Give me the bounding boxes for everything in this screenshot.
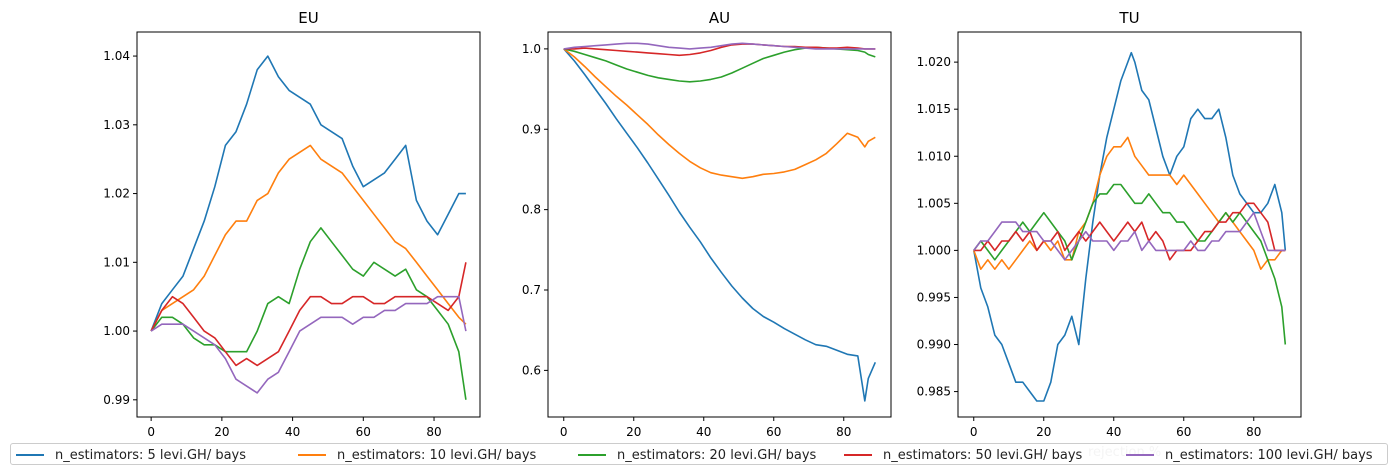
legend-item-50: n_estimators: 50 levi.GH/ bays bbox=[844, 446, 1082, 464]
subplot-tu: TU 0 20 40 60 80 0.985 0.990 0.995 1.000 1.005 1.01… bbox=[917, 9, 1302, 439]
y-tick-label: 0.99 bbox=[103, 393, 130, 407]
y-tick-label: 1.0 bbox=[522, 42, 541, 56]
series-line-n-estimators-50-levi-gh-bays bbox=[150, 262, 467, 367]
x-tick-label: 20 bbox=[1036, 425, 1051, 439]
y-tick-label: 1.010 bbox=[917, 149, 951, 163]
y-tick-label: 1.005 bbox=[917, 196, 951, 210]
y-tick-label: 1.03 bbox=[103, 118, 130, 132]
x-tick-label: 60 bbox=[1176, 425, 1191, 439]
x-tick-label: 40 bbox=[285, 425, 300, 439]
legend-swatch bbox=[578, 454, 606, 456]
series-line-n-estimators-100-levi-gh-bays bbox=[973, 211, 1286, 261]
y-tick-label: 0.985 bbox=[917, 385, 951, 399]
series-line-n-estimators-20-levi-gh-bays bbox=[563, 46, 876, 83]
legend-swatch bbox=[298, 454, 326, 456]
x-tick-label: 80 bbox=[836, 425, 851, 439]
legend-label: n_estimators: 50 levi.GH/ bays bbox=[883, 447, 1083, 463]
y-tick-label: 1.04 bbox=[103, 49, 130, 63]
series-line-n-estimators-10-levi-gh-bays bbox=[150, 144, 467, 332]
x-tick-label: 40 bbox=[696, 425, 711, 439]
series-line-n-estimators-10-levi-gh-bays bbox=[563, 48, 876, 180]
x-tick-label: 20 bbox=[626, 425, 641, 439]
series-line-n-estimators-5-levi-gh-bays bbox=[563, 48, 877, 402]
x-tick-label: 40 bbox=[1106, 425, 1121, 439]
x-tick-label: 0 bbox=[560, 425, 568, 439]
legend-label: n_estimators: 100 levi.GH/ bays bbox=[1165, 447, 1373, 463]
subplot-eu: EU 0 20 40 60 80 0.99 1.00 1.01 1.02 1.03 1.04 bbox=[103, 9, 481, 439]
series-line-n-estimators-10-levi-gh-bays bbox=[973, 136, 1286, 271]
legend-item-20: n_estimators: 20 levi.GH/ bays bbox=[578, 446, 816, 464]
series-line-n-estimators-20-levi-gh-bays bbox=[150, 227, 467, 400]
y-tick-label: 1.000 bbox=[917, 243, 951, 257]
legend-label: n_estimators: 10 levi.GH/ bays bbox=[337, 447, 537, 463]
y-tick-label: 0.7 bbox=[522, 283, 541, 297]
subplot-title: AU bbox=[709, 9, 730, 27]
x-tick-label: 20 bbox=[214, 425, 229, 439]
y-tick-label: 0.6 bbox=[522, 363, 541, 377]
legend-swatch bbox=[844, 454, 872, 456]
legend-label: n_estimators: 5 levi.GH/ bays bbox=[55, 447, 247, 463]
axes-frame bbox=[136, 31, 481, 418]
subplot-au: AU 0 20 40 60 80 0.6 0.7 0.8 0.9 1.0 bbox=[522, 9, 892, 439]
axes-frame bbox=[957, 31, 1302, 418]
legend: n_estimators: 5 levi.GH/ bays n_estimato… bbox=[10, 443, 1388, 465]
y-tick-label: 1.015 bbox=[917, 102, 951, 116]
y-tick-label: 1.00 bbox=[103, 324, 130, 338]
y-tick-label: 1.020 bbox=[917, 55, 951, 69]
y-tick-label: 0.9 bbox=[522, 122, 541, 136]
series-line-n-estimators-50-levi-gh-bays bbox=[973, 202, 1286, 261]
subplot-title: TU bbox=[1118, 9, 1139, 27]
x-tick-label: 0 bbox=[970, 425, 978, 439]
x-tick-label: 60 bbox=[356, 425, 371, 439]
series-line-n-estimators-100-levi-gh-bays bbox=[563, 42, 876, 50]
y-tick-label: 1.01 bbox=[103, 255, 130, 269]
legend-item-100: n_estimators: 100 levi.GH/ bays bbox=[1126, 446, 1373, 464]
x-tick-label: 60 bbox=[766, 425, 781, 439]
series-line-n-estimators-5-levi-gh-bays bbox=[150, 55, 466, 332]
legend-label: n_estimators: 20 levi.GH/ bays bbox=[617, 447, 817, 463]
y-tick-label: 1.02 bbox=[103, 187, 130, 201]
y-tick-label: 0.990 bbox=[917, 338, 951, 352]
legend-swatch bbox=[16, 454, 44, 456]
x-tick-label: 80 bbox=[1246, 425, 1261, 439]
y-tick-label: 0.995 bbox=[917, 290, 951, 304]
legend-swatch bbox=[1126, 454, 1154, 456]
axes-frame bbox=[547, 31, 892, 418]
series-line-n-estimators-50-levi-gh-bays bbox=[563, 43, 876, 57]
series-line-n-estimators-5-levi-gh-bays bbox=[973, 51, 1287, 402]
legend-item-10: n_estimators: 10 levi.GH/ bays bbox=[298, 446, 536, 464]
x-tick-label: 0 bbox=[147, 425, 155, 439]
legend-item-5: n_estimators: 5 levi.GH/ bays bbox=[16, 446, 246, 464]
series-line-n-estimators-100-levi-gh-bays bbox=[150, 295, 467, 394]
x-tick-label: 80 bbox=[426, 425, 441, 439]
subplot-title: EU bbox=[298, 9, 318, 27]
y-tick-label: 0.8 bbox=[522, 203, 541, 217]
series-line-n-estimators-20-levi-gh-bays bbox=[973, 183, 1287, 345]
